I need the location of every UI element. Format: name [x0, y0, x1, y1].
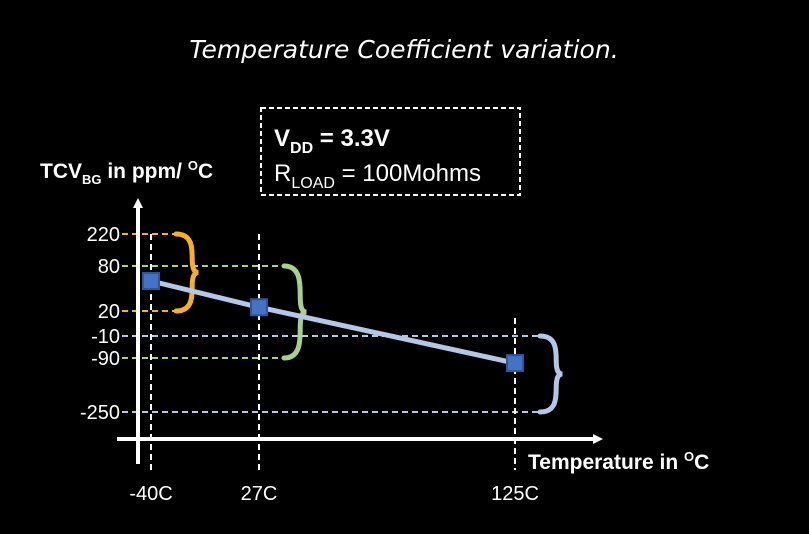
conditions-box: VDD = 3.3V RLOAD = 100Mohms: [260, 107, 521, 196]
guide-lines: [122, 233, 545, 470]
range-braces: [173, 231, 563, 415]
data-point-0-1: [250, 298, 268, 317]
y-tick-label-5: -250: [80, 402, 120, 424]
data-point-0-0: [142, 272, 160, 290]
range-brace-0: [173, 231, 199, 314]
y-tick-label-0: 220: [87, 224, 120, 246]
x-tick-label-2: 125C: [491, 483, 539, 505]
x-tick-label-1: 27C: [241, 483, 278, 505]
y-tick-label-1: 80: [98, 256, 120, 278]
rload-label: RLOAD = 100Mohms: [274, 160, 481, 192]
vdd-label: VDD = 3.3V: [274, 125, 390, 157]
x-tick-label-0: -40C: [129, 483, 172, 505]
chart-title: Temperature Coefficient variation.: [189, 35, 618, 64]
range-brace-2: [537, 333, 563, 415]
x-axis-label: Temperature in OC: [528, 449, 709, 474]
y-axis-label: TCVBG in ppm/ OC: [40, 158, 213, 187]
range-brace-1: [281, 263, 307, 361]
series-line-0: [150, 278, 516, 366]
y-tick-label-4: -90: [91, 348, 120, 370]
y-tick-label-2: 20: [98, 301, 120, 323]
data-point-0-2: [506, 354, 524, 373]
series-group: [142, 272, 524, 373]
y-tick-label-3: -10: [91, 326, 120, 348]
tick-labels: 220 80 20 -10-90 -250 -40C 27C 125C: [80, 224, 539, 505]
